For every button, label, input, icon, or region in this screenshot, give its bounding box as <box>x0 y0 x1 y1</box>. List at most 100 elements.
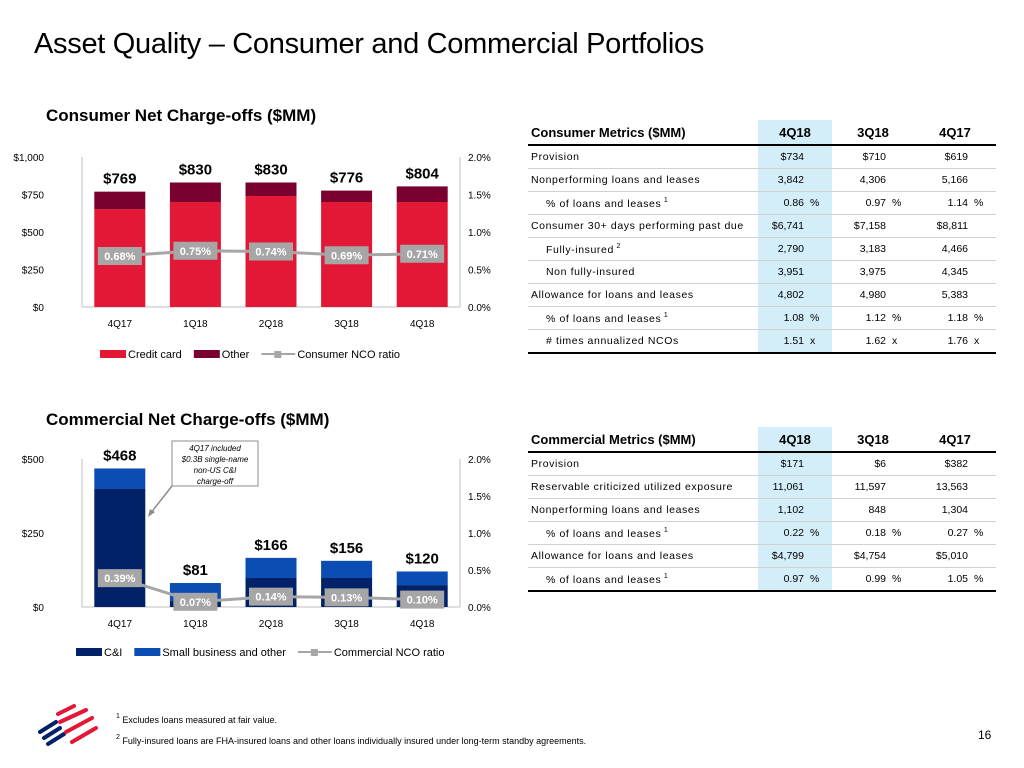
x-tick-label: 4Q18 <box>410 619 435 630</box>
cell-unit <box>970 475 996 499</box>
annotation-arrow <box>149 485 173 515</box>
cell-value: 11,061 <box>758 475 806 499</box>
cell-unit <box>888 237 914 261</box>
y-left-tick-label: $500 <box>22 228 45 239</box>
cell-unit: % <box>888 306 914 330</box>
footnotes: 1 Excludes loans measured at fair value.… <box>116 708 586 750</box>
table-row: Allowance for loans and leases 4,802 4,980… <box>528 283 996 307</box>
cell-value: 1.05 <box>914 567 970 592</box>
bar-total-label: $156 <box>330 540 363 557</box>
page-title: Asset Quality – Consumer and Commercial … <box>34 28 704 60</box>
cell-value: 0.22 <box>758 521 806 545</box>
annotation-text: 4Q17 included <box>189 444 241 453</box>
cell-unit <box>806 283 832 307</box>
y-left-tick-label: $750 <box>22 191 45 202</box>
cell-unit: % <box>970 191 996 215</box>
cell-value: 13,563 <box>914 475 970 499</box>
ratio-data-label: 0.68% <box>97 247 142 265</box>
column-header: 3Q18 <box>832 427 914 453</box>
row-label: Reservable criticized utilized exposure <box>528 475 758 499</box>
x-tick-label: 1Q18 <box>183 619 208 630</box>
table-row: % of loans and leases 1 0.97% 0.99% 1.05% <box>528 567 996 592</box>
cell-unit: x <box>888 329 914 354</box>
bar-total-label: $166 <box>254 537 287 554</box>
y-left-tick-label: $0 <box>33 303 45 314</box>
cell-unit <box>970 168 996 192</box>
x-tick-label: 3Q18 <box>334 619 359 630</box>
ratio-data-label: 0.74% <box>249 242 293 261</box>
legend-label: Commercial NCO ratio <box>334 647 445 659</box>
cell-unit <box>888 452 914 476</box>
footnote-1: 1 Excludes loans measured at fair value. <box>116 713 278 725</box>
table-row: Consumer 30+ days performing past due $6,… <box>528 214 996 238</box>
cell-unit <box>888 283 914 307</box>
x-tick-label: 1Q18 <box>183 319 208 330</box>
cell-unit: % <box>888 567 914 592</box>
cell-value: $6 <box>832 452 888 476</box>
ratio-point <box>400 244 445 263</box>
row-label: Nonperforming loans and leases <box>528 168 758 192</box>
table-header-row: Commercial Metrics ($MM) 4Q18 3Q18 4Q17 <box>528 427 996 453</box>
cell-value: $7,158 <box>832 214 888 238</box>
bar-total-label: $769 <box>103 171 136 188</box>
y-right-tick-label: 0.0% <box>468 303 491 314</box>
cell-unit <box>970 498 996 522</box>
cell-value: 2,790 <box>758 237 806 261</box>
cell-unit: % <box>806 306 832 330</box>
annotation-box <box>171 440 259 487</box>
legend-label: C&I <box>104 647 122 659</box>
y-right-tick-label: 1.5% <box>468 492 491 503</box>
cell-value: $171 <box>758 452 806 476</box>
cell-unit <box>970 452 996 476</box>
bar-total-label: $830 <box>179 162 212 179</box>
consumer-chart-title: Consumer Net Charge-offs ($MM) <box>46 106 317 125</box>
cell-unit <box>888 260 914 284</box>
legend-marker <box>274 351 282 358</box>
bar-total-label: $804 <box>406 165 440 182</box>
y-right-tick-label: 0.5% <box>468 266 491 277</box>
table-row: % of loans and leases 1 0.22% 0.18% 0.27% <box>528 521 996 545</box>
cell-unit: % <box>970 567 996 592</box>
row-label: Nonperforming loans and leases <box>528 498 758 522</box>
cell-unit <box>806 452 832 476</box>
page-number: 16 <box>978 728 992 742</box>
cell-value: 1,304 <box>914 498 970 522</box>
cell-unit <box>806 475 832 499</box>
cell-unit <box>970 237 996 261</box>
row-label: Allowance for loans and leases <box>528 283 758 307</box>
ratio-data-label: 0.71% <box>400 244 445 263</box>
y-right-tick-label: 1.0% <box>468 228 491 239</box>
cell-unit <box>806 260 832 284</box>
bar-total-label: $81 <box>183 562 208 579</box>
legend-swatch <box>193 350 220 358</box>
table-row: Nonperforming loans and leases 1,102 848 1,… <box>528 498 996 522</box>
cell-value: 1.18 <box>914 306 970 330</box>
column-header: 3Q18 <box>832 120 914 146</box>
x-tick-label: 4Q17 <box>108 319 133 330</box>
cell-unit <box>806 168 832 192</box>
y-right-tick-label: 0.0% <box>468 603 491 614</box>
annotation-callout: 4Q17 included $0.3B single-name non-US C&I… <box>148 440 259 517</box>
ratio-data-label: 0.07% <box>173 592 218 611</box>
bar-other <box>94 191 146 210</box>
y-left-tick-label: $500 <box>22 455 45 466</box>
cell-unit: % <box>970 306 996 330</box>
table-header-row: Consumer Metrics ($MM) 4Q18 3Q18 4Q17 <box>528 120 996 146</box>
ratio-point <box>173 241 218 260</box>
row-label: # times annualized NCOs <box>528 329 758 354</box>
cell-unit: % <box>806 567 832 592</box>
legend-label: Consumer NCO ratio <box>297 349 400 361</box>
ratio-point <box>249 242 293 261</box>
cell-unit: x <box>970 329 996 354</box>
cell-unit: % <box>806 521 832 545</box>
bar-total-label: $468 <box>103 447 136 464</box>
ratio-label: 0.74% <box>255 247 286 259</box>
cell-value: $382 <box>914 452 970 476</box>
cell-unit <box>970 544 996 568</box>
table-row: Allowance for loans and leases $4,799 $4,7… <box>528 544 996 568</box>
annotation-text: charge-off <box>197 477 234 486</box>
cell-value: $5,010 <box>914 544 970 568</box>
table-row: Provision $171 $6 $382 <box>528 452 996 476</box>
cell-value: 848 <box>832 498 888 522</box>
table-header-label: Commercial Metrics ($MM) <box>528 427 758 453</box>
